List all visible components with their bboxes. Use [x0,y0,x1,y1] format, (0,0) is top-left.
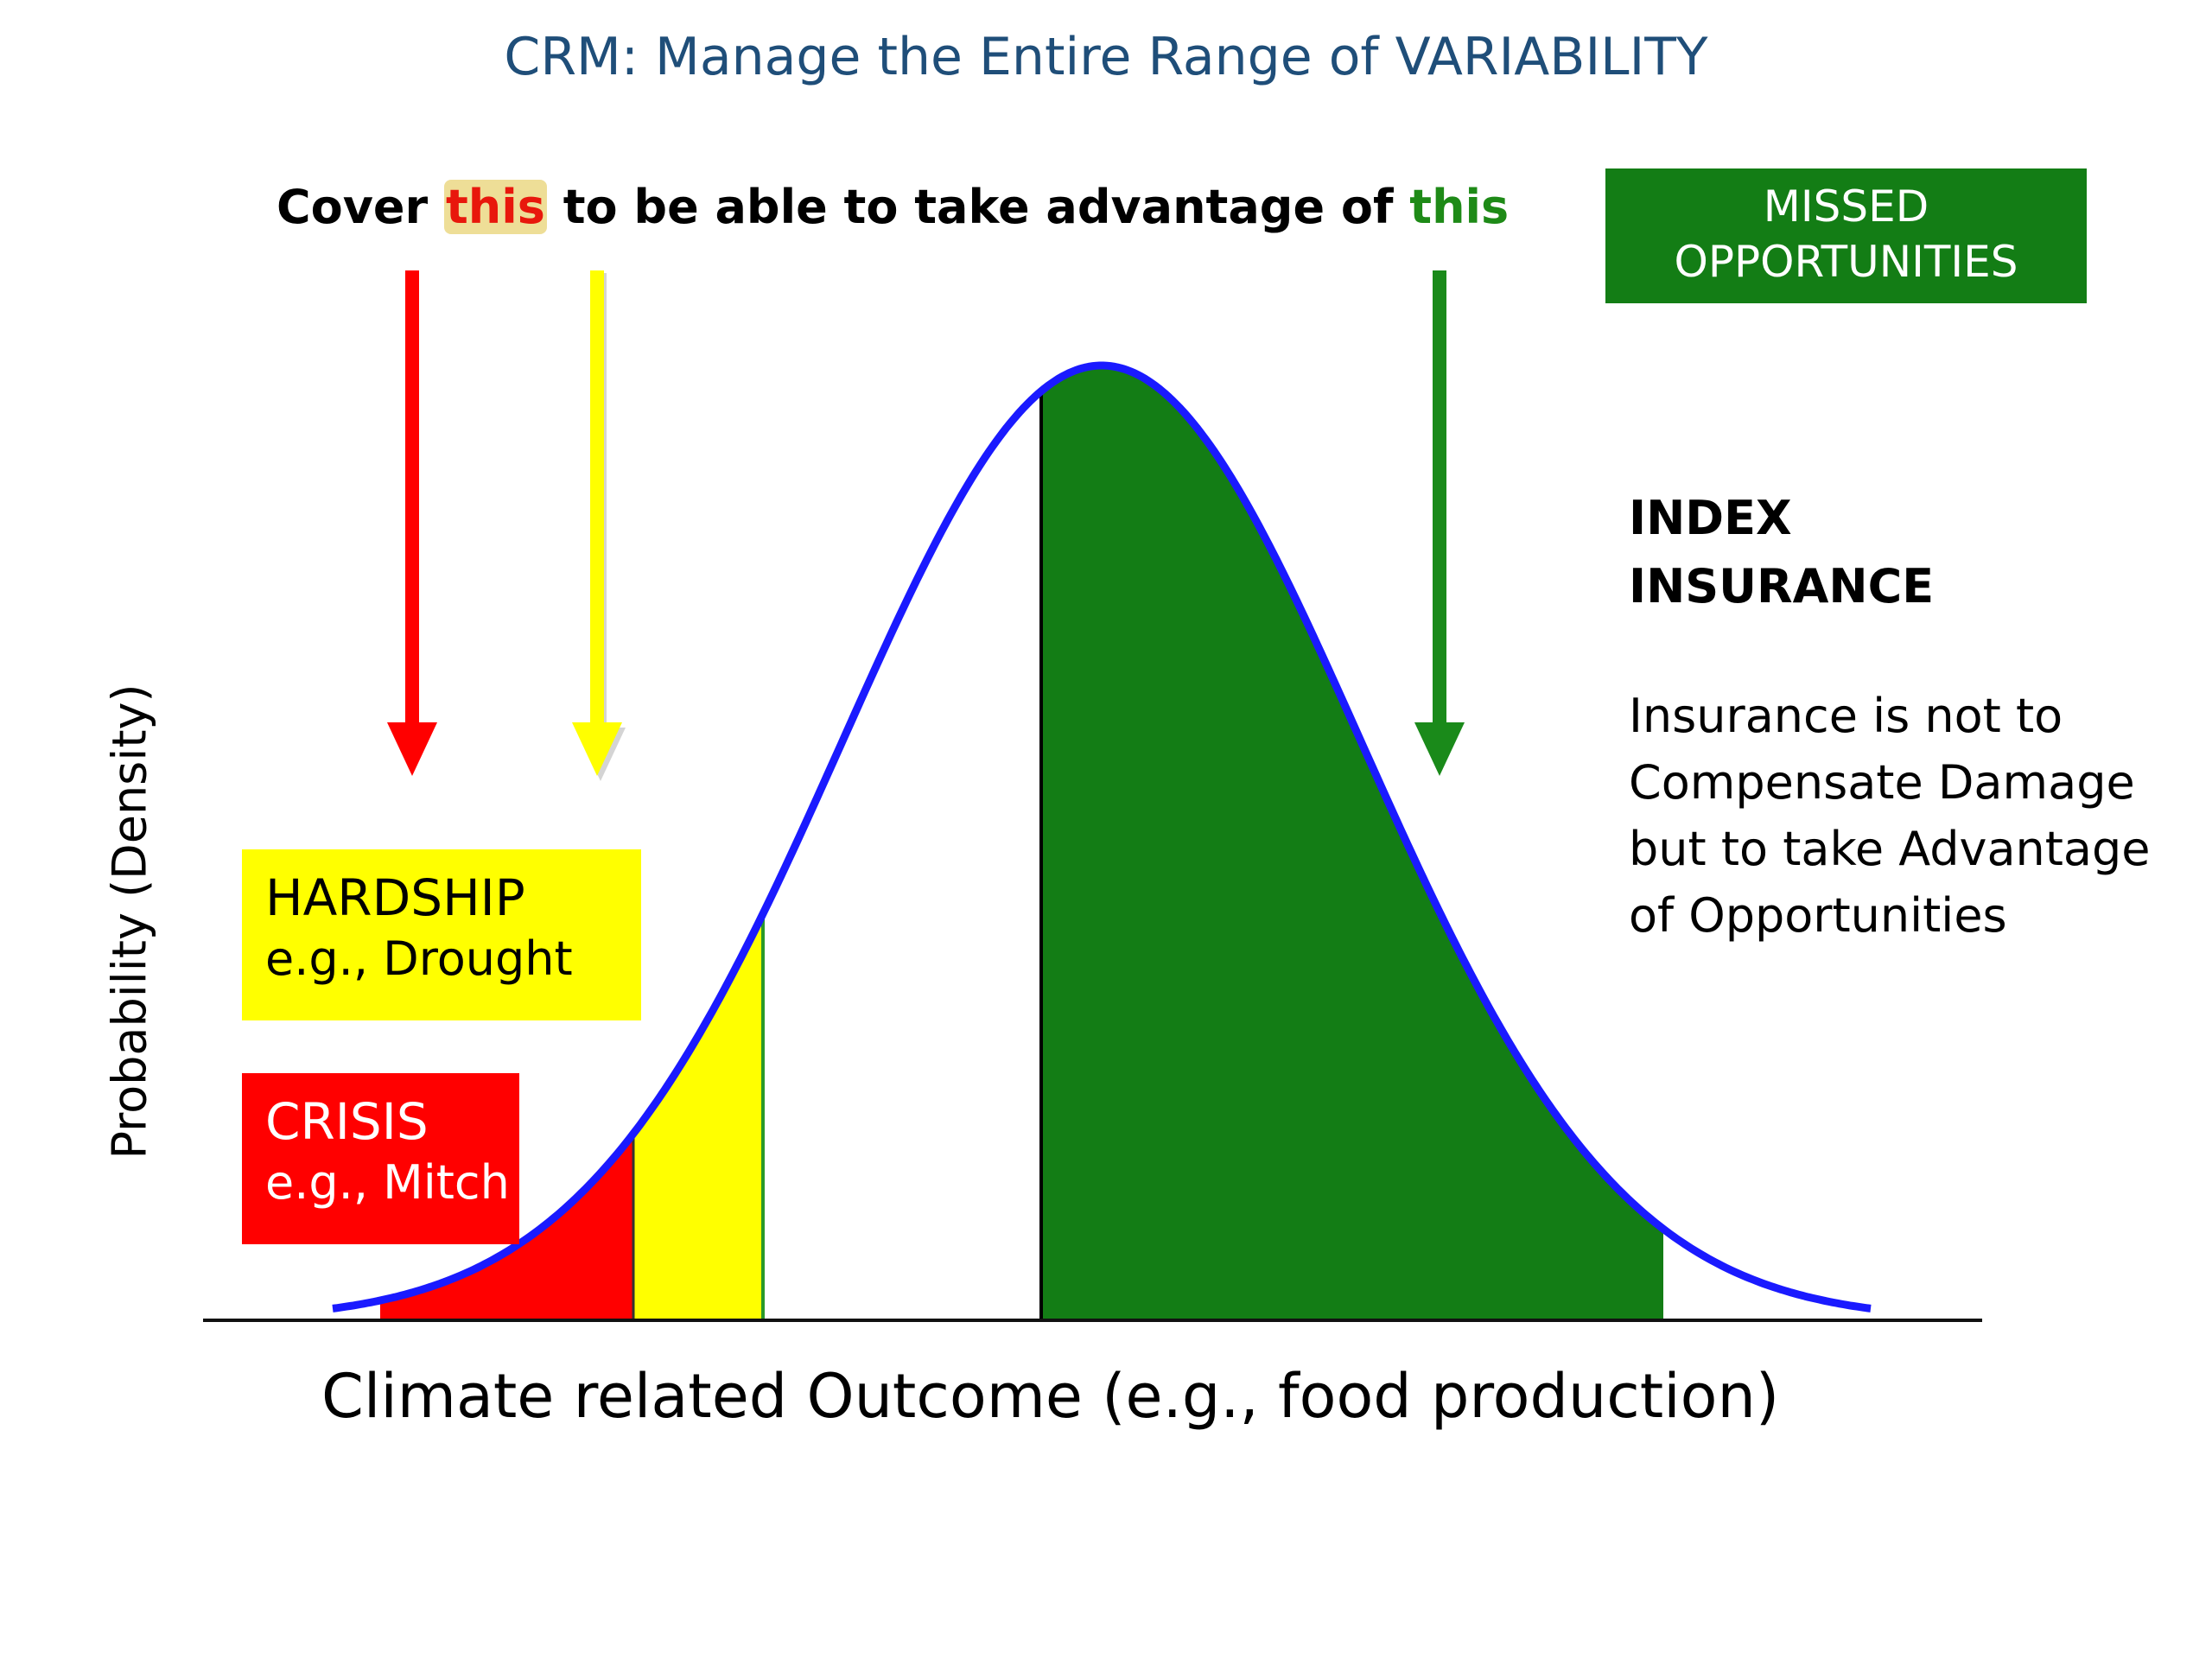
hardship-box: HARDSHIP e.g., Drought [242,849,641,1020]
y-axis-label: Probability (Density) [102,683,157,1160]
index-insurance-title: INDEX INSURANCE [1629,484,1934,620]
index-body-line-3: but to take Advantage [1629,822,2151,876]
crisis-subtitle: e.g., Mitch [265,1155,510,1210]
index-title-line-2: INSURANCE [1629,559,1935,613]
missed-line-1: MISSED [1763,181,1929,232]
cover-caption: Cover this to be able to take advantage … [276,180,1509,236]
crisis-box: CRISIS e.g., Mitch [242,1073,519,1244]
cover-text-1: Cover [276,180,444,234]
crisis-title: CRISIS [265,1092,429,1151]
crisis-region [380,1133,633,1320]
cover-this-red: this [443,180,547,234]
missed-opportunities-box: MISSED OPPORTUNITIES [1605,168,2087,303]
cover-text-2: to be able to take advantage of [546,180,1410,234]
green-arrow [1414,270,1465,776]
index-body-line-2: Compensate Damage [1629,755,2135,810]
hardship-title: HARDSHIP [265,868,525,927]
cover-this-green: this [1409,180,1510,234]
yellow-arrow [572,270,626,781]
density-curve [332,361,1872,1313]
index-insurance-body: Insurance is not to Compensate Damage bu… [1629,683,2190,949]
index-body-line-1: Insurance is not to [1629,689,2063,743]
hardship-subtitle: e.g., Drought [265,931,573,986]
index-body-line-4: of Opportunities [1629,888,2007,943]
x-axis-label: Climate related Outcome (e.g., food prod… [321,1361,1780,1432]
page-title: CRM: Manage the Entire Range of VARIABIL… [504,27,1708,87]
opportunity-region [1041,365,1663,1320]
red-arrow [387,270,437,776]
missed-line-2: OPPORTUNITIES [1674,237,2018,287]
index-title-line-1: INDEX [1629,491,1792,545]
hardship-region [633,913,763,1320]
